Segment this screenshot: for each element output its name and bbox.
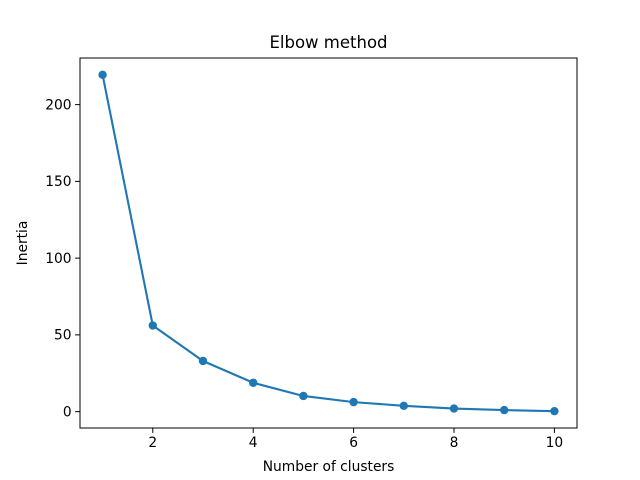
x-tick-label: 4 [249,435,258,451]
data-point [299,391,308,401]
data-point [349,397,358,407]
data-point [449,404,459,413]
y-tick-label: 0 [63,404,72,420]
x-tick-label: 8 [450,435,459,451]
chart-title: Elbow method [269,33,387,52]
data-point [198,356,208,366]
data-point [248,378,258,387]
y-tick-label: 150 [45,174,71,190]
x-tick-label: 6 [349,435,358,451]
y-tick-label: 200 [45,97,71,113]
y-tick-label: 100 [45,251,71,267]
data-point [500,405,509,415]
y-tick-label: 50 [54,328,72,344]
data-point [148,321,157,330]
axes-spines [79,57,578,429]
inertia-line [101,73,556,413]
y-axis-label: Inertia [15,221,31,266]
data-point [399,401,409,411]
data-point [98,70,107,80]
plot-area [80,58,577,428]
x-tick-label: 10 [546,435,564,451]
x-axis-label: Number of clusters [263,459,395,475]
data-point [550,406,559,416]
x-tick-label: 2 [148,435,157,451]
